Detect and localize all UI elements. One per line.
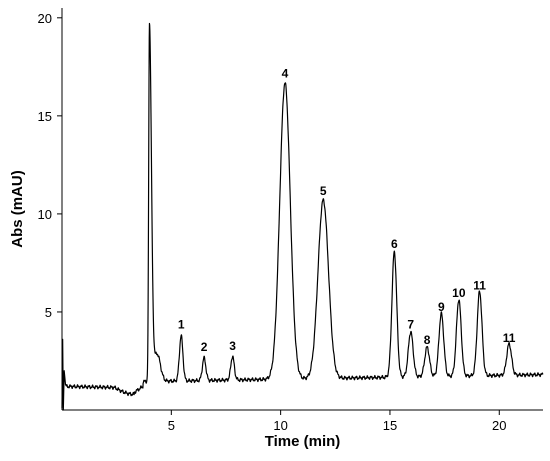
peak-label: 9 xyxy=(438,300,445,314)
x-tick-label: 5 xyxy=(168,418,175,433)
y-tick-label: 5 xyxy=(45,305,52,320)
x-axis-title: Time (min) xyxy=(265,433,341,450)
peak-labels: 1 2 3 4 5 6 78 9 10 11 11 xyxy=(178,66,516,354)
x-tick-label: 20 xyxy=(492,418,506,433)
peak-label: 5 xyxy=(320,184,327,198)
peak-label: 2 xyxy=(201,340,208,354)
y-axis-title: Abs (mAU) xyxy=(9,170,26,248)
peak-label: 10 xyxy=(452,286,466,300)
peak-label: 11 xyxy=(503,331,516,345)
peak-label: 6 xyxy=(391,237,398,251)
peak-label: 11 xyxy=(473,278,486,292)
peak-label: 4 xyxy=(282,66,289,80)
y-tick-label: 10 xyxy=(38,207,52,222)
peak-label: 8 xyxy=(424,333,431,347)
x-tick-label: 10 xyxy=(273,418,287,433)
y-tick-label: 15 xyxy=(38,109,52,124)
chromatogram-trace xyxy=(61,22,544,411)
y-tick-label: 20 xyxy=(38,11,52,26)
x-tick-label: 15 xyxy=(383,418,397,433)
peak-label: 1 xyxy=(178,317,185,331)
peak-label: 7 xyxy=(407,317,414,331)
peak-label: 3 xyxy=(229,339,236,353)
axes xyxy=(61,8,543,411)
